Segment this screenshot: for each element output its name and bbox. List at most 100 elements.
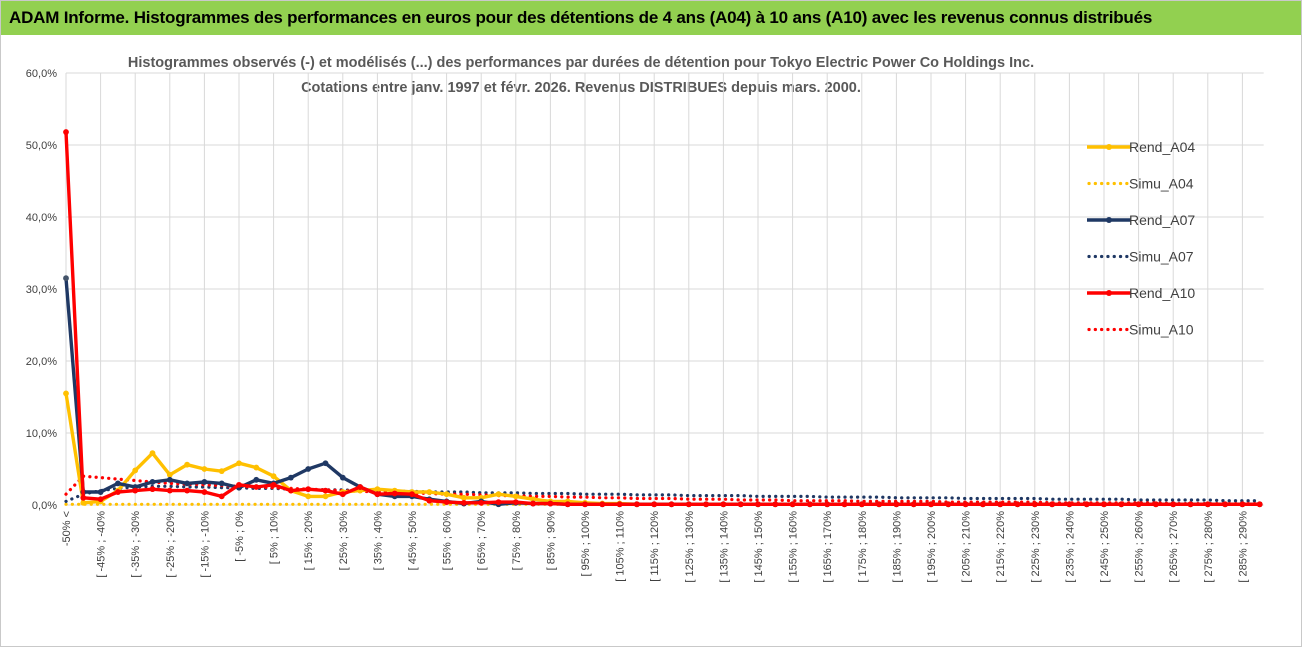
legend-item: Rend_A07	[1087, 212, 1195, 228]
data-point	[132, 487, 139, 494]
x-tick-label: [ 125% ; 130%	[684, 511, 696, 583]
series-lines	[63, 129, 1263, 508]
data-point	[737, 501, 744, 508]
data-point	[720, 501, 727, 508]
data-point	[547, 500, 554, 507]
data-point	[270, 481, 277, 488]
gridlines	[65, 72, 1264, 506]
data-point	[443, 491, 450, 498]
x-tick-label: [ 35% ; 40%	[372, 511, 384, 571]
data-point	[945, 501, 952, 508]
data-point	[218, 468, 225, 475]
x-tick-label: [ 265% ; 270%	[1168, 511, 1180, 583]
data-point	[391, 490, 398, 497]
series-line	[64, 474, 1262, 506]
x-tick-label: [ 235% ; 240%	[1064, 511, 1076, 583]
data-point	[218, 480, 225, 487]
data-point	[928, 501, 934, 508]
x-tick-label: [ 195% ; 200%	[926, 511, 938, 583]
x-tick-label: [ 255% ; 260%	[1134, 511, 1146, 583]
x-tick-label: [ 165% ; 170%	[822, 511, 834, 583]
data-point	[288, 487, 294, 494]
y-tick-label: 30,0%	[26, 284, 57, 296]
y-tick-label: 60,0%	[26, 68, 57, 80]
y-tick-label: 0,0%	[32, 500, 57, 512]
x-tick-label: [ -35% ; -30%	[130, 511, 142, 578]
data-point	[599, 501, 606, 508]
data-point	[478, 499, 485, 506]
x-tick-label: [ -45% ; -40%	[96, 511, 108, 578]
data-point	[322, 493, 329, 500]
data-point	[443, 499, 450, 506]
data-point	[668, 501, 675, 508]
data-point	[651, 501, 658, 508]
data-point	[201, 479, 208, 485]
data-point	[1101, 501, 1107, 508]
data-point	[530, 496, 536, 503]
data-point	[789, 501, 796, 508]
data-point	[253, 484, 260, 490]
x-tick-label: [ 45% ; 50%	[407, 511, 419, 571]
data-point	[1170, 501, 1177, 508]
chart-title: Histogrammes observés (-) et modélisés (…	[128, 55, 1034, 96]
series-line	[64, 393, 1260, 506]
x-tick-label: [ 145% ; 150%	[753, 511, 765, 583]
data-point	[184, 480, 191, 487]
data-point	[253, 476, 260, 483]
data-point	[512, 493, 519, 500]
x-tick-label: [ 175% ; 180%	[857, 511, 869, 583]
legend-label: Simu_A07	[1129, 249, 1194, 265]
series-line	[64, 278, 1260, 506]
x-tick-label: [ 205% ; 210%	[961, 511, 973, 583]
x-tick-label: [ 185% ; 190%	[891, 511, 903, 583]
legend-marker	[1106, 217, 1112, 223]
x-tick-label: [ 65% ; 70%	[476, 511, 488, 571]
data-point	[166, 487, 173, 494]
data-point	[201, 489, 208, 495]
data-point	[564, 501, 571, 508]
y-tick-label: 20,0%	[26, 356, 57, 368]
legend-item: Simu_A04	[1087, 176, 1194, 192]
data-point	[703, 501, 709, 508]
y-tick-label: 50,0%	[26, 140, 57, 152]
data-point	[184, 461, 191, 468]
data-point	[63, 275, 69, 282]
x-tick-label: [ 75% ; 80%	[511, 511, 523, 571]
legend-item: Simu_A07	[1087, 249, 1194, 265]
data-point	[253, 464, 260, 471]
data-point	[97, 489, 104, 495]
data-point	[495, 499, 502, 506]
data-point	[357, 484, 363, 490]
data-point	[1118, 501, 1125, 508]
series-rend-a04	[63, 390, 1263, 508]
data-point	[97, 496, 104, 503]
data-point	[1187, 501, 1194, 508]
chart-title-line-2: Cotations entre janv. 1997 et févr. 2026…	[301, 80, 861, 96]
legend-label: Rend_A10	[1129, 285, 1195, 301]
x-tick-label: [ 5% ; 10%	[269, 511, 281, 564]
legend-label: Rend_A04	[1129, 139, 1195, 155]
x-tick-label: [ -15% ; -10%	[199, 511, 211, 578]
data-point	[270, 473, 277, 480]
y-tick-label: 10,0%	[26, 428, 57, 440]
x-tick-label: [ 155% ; 160%	[788, 511, 800, 583]
data-point	[1066, 501, 1073, 508]
x-tick-label: [ 225% ; 230%	[1030, 511, 1042, 583]
data-point	[1049, 501, 1055, 508]
data-point	[426, 497, 433, 504]
data-point	[807, 501, 813, 508]
legend-item: Simu_A10	[1087, 322, 1194, 338]
data-point	[1204, 501, 1211, 508]
data-point	[218, 493, 225, 500]
series-line	[64, 131, 1260, 506]
data-point	[201, 466, 208, 472]
data-point	[132, 467, 139, 474]
data-point	[512, 499, 519, 506]
data-point	[305, 486, 312, 493]
x-tick-label: [ 85% ; 90%	[545, 511, 557, 571]
data-point	[115, 480, 121, 487]
banner-title: ADAM Informe. Histogrammes des performan…	[9, 8, 1153, 27]
y-axis-tick-labels: 0,0% 10,0% 20,0% 30,0% 40,0% 50,0% 60,0%	[26, 68, 57, 512]
